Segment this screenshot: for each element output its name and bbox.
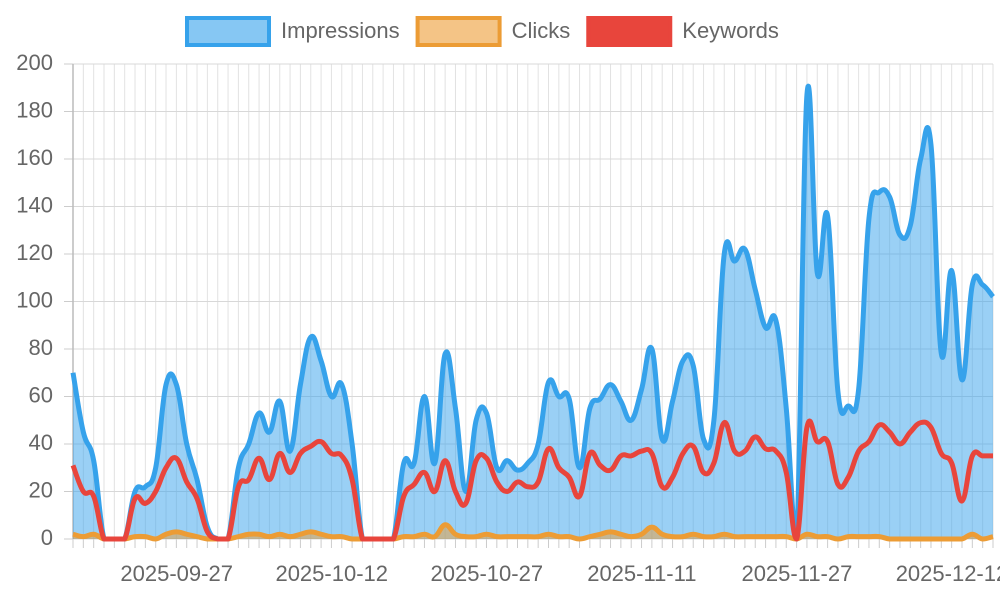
y-tick-label: 160 [16, 145, 53, 170]
legend-label: Impressions [281, 18, 400, 43]
x-tick-label: 2025-09-27 [120, 561, 233, 586]
x-tick-label: 2025-11-27 [741, 561, 852, 586]
x-tick-label: 2025-11-11 [587, 561, 696, 586]
x-tick-label: 2025-10-12 [275, 561, 388, 586]
y-tick-label: 40 [29, 430, 53, 455]
y-tick-label: 80 [29, 335, 53, 360]
x-tick-label: 2025-12-12 [896, 561, 1000, 586]
series-line [70, 418, 993, 542]
series-area [73, 86, 993, 539]
legend-label: Clicks [512, 18, 571, 43]
y-tick-label: 200 [16, 50, 53, 75]
y-tick-label: 60 [29, 382, 53, 407]
legend-label: Keywords [682, 18, 779, 43]
y-tick-label: 140 [16, 192, 53, 217]
series-line [70, 83, 995, 542]
legend-swatch [185, 16, 271, 47]
y-tick-label: 100 [16, 287, 53, 312]
y-tick-label: 20 [29, 477, 53, 502]
y-tick-label: 120 [16, 240, 53, 265]
legend-swatch [415, 16, 502, 47]
legend-swatch [586, 16, 673, 47]
y-tick-label: 180 [16, 97, 53, 122]
y-tick-label: 0 [41, 525, 53, 550]
x-tick-label: 2025-10-27 [431, 561, 544, 586]
